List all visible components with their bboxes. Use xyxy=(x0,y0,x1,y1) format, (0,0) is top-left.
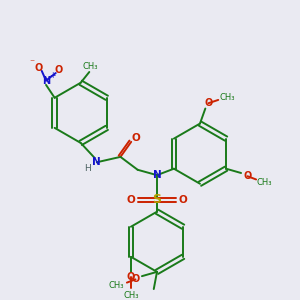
Text: CH₃: CH₃ xyxy=(108,281,124,290)
Text: N: N xyxy=(42,76,50,85)
Text: CH₃: CH₃ xyxy=(219,93,235,102)
Text: CH₃: CH₃ xyxy=(82,62,98,71)
Text: CH₃: CH₃ xyxy=(123,291,139,300)
Text: H: H xyxy=(84,164,91,173)
Text: CH₃: CH₃ xyxy=(257,178,272,187)
Text: O: O xyxy=(131,133,140,142)
Text: O: O xyxy=(34,63,43,73)
Text: O: O xyxy=(204,98,213,108)
Text: ⁻: ⁻ xyxy=(29,58,34,68)
Text: S: S xyxy=(152,194,161,206)
Text: N: N xyxy=(92,157,101,167)
Text: +: + xyxy=(49,71,56,80)
Text: O: O xyxy=(127,195,136,205)
Text: O: O xyxy=(131,274,140,284)
Text: N: N xyxy=(153,170,161,180)
Text: O: O xyxy=(127,272,135,282)
Text: O: O xyxy=(178,195,187,205)
Text: O: O xyxy=(55,65,63,75)
Text: O: O xyxy=(243,171,252,181)
